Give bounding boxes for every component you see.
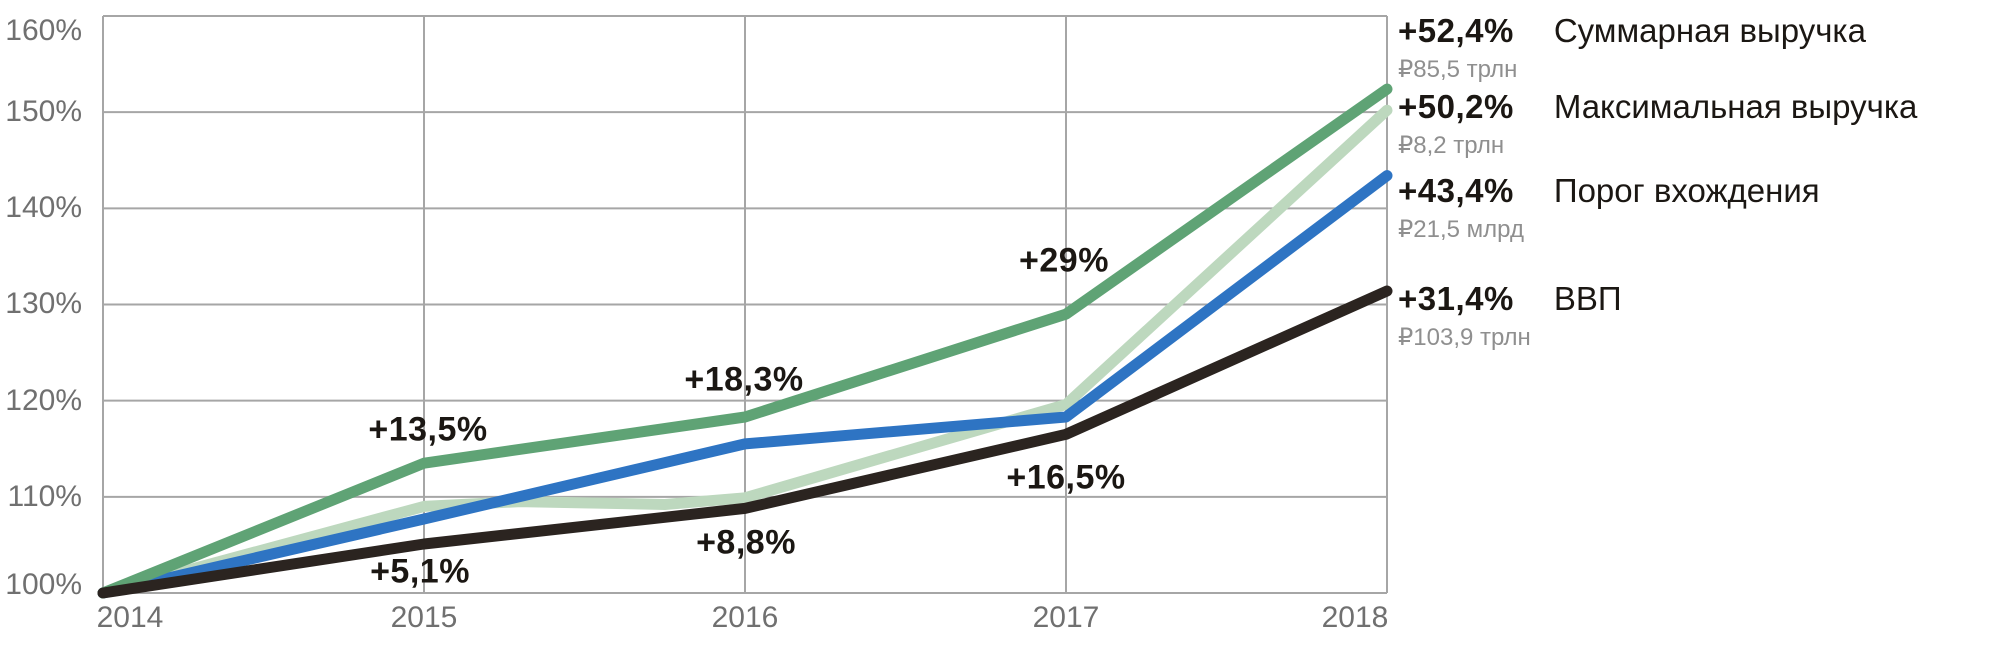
annotation-label: +18,3%: [684, 360, 804, 399]
y-axis-label: 160%: [5, 14, 82, 47]
legend-sub-value: ₽21,5 млрд: [1398, 216, 1524, 243]
x-axis-label: 2015: [390, 601, 458, 634]
line-total-revenue: [97, 83, 1393, 599]
legend-sub-value: ₽85,5 трлн: [1398, 56, 1518, 83]
legend-sub-value: ₽8,2 трлн: [1398, 132, 1505, 159]
y-axis-label: 150%: [5, 95, 82, 128]
legend-percent: +31,4%: [1398, 280, 1514, 317]
annotation-label: +5,1%: [370, 552, 470, 591]
legend-series-name: Порог вхождения: [1553, 172, 1820, 209]
legend-sub-value: ₽103,9 трлн: [1398, 324, 1531, 351]
x-axis-label: 2017: [1032, 601, 1100, 634]
legend-entry: +31,4% ВВП ₽103,9 трлн: [1398, 280, 1622, 352]
legend-percent: +52,4%: [1398, 12, 1514, 49]
legend-percent: +50,2%: [1398, 88, 1514, 125]
x-axis-label: 2018: [1321, 601, 1389, 634]
annotation-label: +13,5%: [368, 410, 488, 449]
legend-entry: +52,4% Суммарная выручка ₽85,5 трлн: [1398, 12, 1866, 84]
legend-entry: +43,4% Порог вхождения ₽21,5 млрд: [1398, 172, 1820, 244]
line-gdp: [97, 285, 1393, 599]
annotation-label: +16,5%: [1006, 458, 1126, 497]
legend-percent: +43,4%: [1398, 172, 1514, 209]
legend-entry: +50,2% Максимальная выручка ₽8,2 трлн: [1398, 88, 1917, 160]
legend-series-name: Суммарная выручка: [1553, 12, 1866, 49]
line-max-revenue: [97, 104, 1393, 599]
y-axis-label: 110%: [7, 480, 82, 513]
y-axis-label: 100%: [5, 568, 82, 601]
legend-series-name: ВВП: [1553, 280, 1622, 317]
x-axis-label: 2016: [711, 601, 779, 634]
y-axis-label: 120%: [5, 384, 82, 417]
y-axis-label: 140%: [5, 191, 82, 224]
annotation-label: +8,8%: [696, 523, 796, 562]
x-axis-label: 2014: [96, 601, 164, 634]
legend-series-name: Максимальная выручка: [1553, 88, 1918, 125]
y-axis-label: 130%: [5, 287, 82, 320]
annotation-label: +29%: [1019, 241, 1109, 280]
line-entry-threshold: [97, 170, 1393, 599]
